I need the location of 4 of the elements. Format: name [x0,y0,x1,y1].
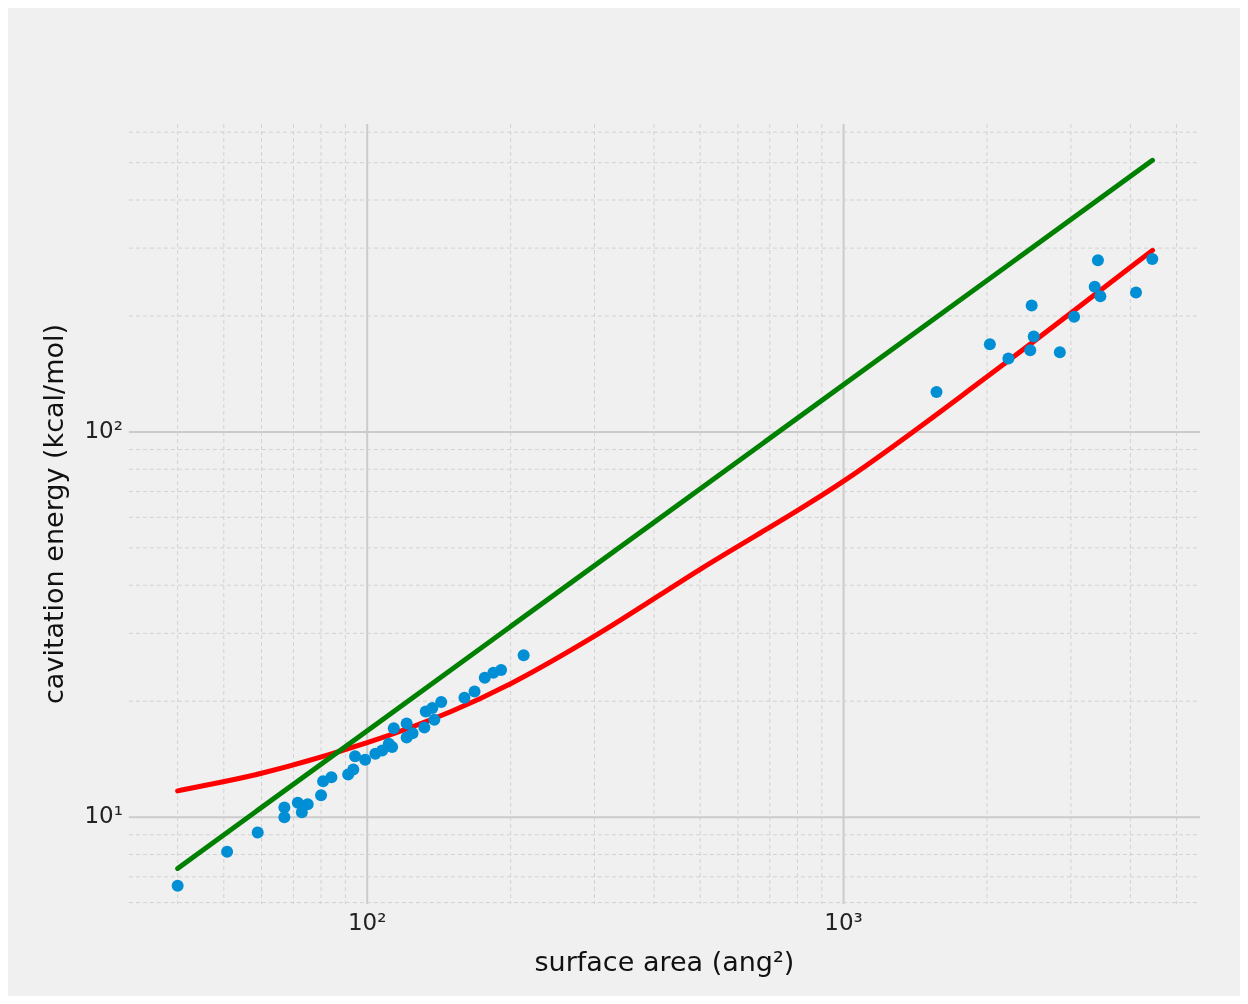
y-axis-title: cavitation energy (kcal/mol) [38,324,70,704]
x-axis-title: surface area (ang²) [534,945,795,977]
x-tick-label: 10³ [824,908,863,935]
y-tick-label: 10¹ [84,802,123,829]
